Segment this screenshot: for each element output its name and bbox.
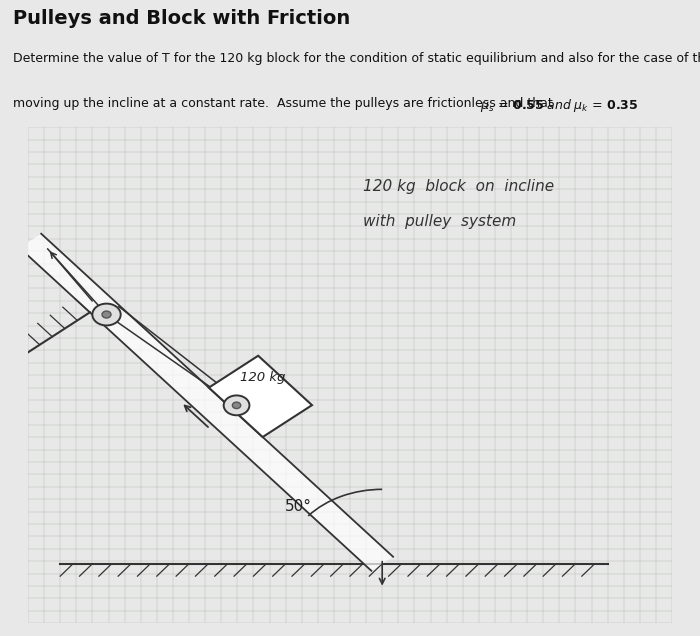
Circle shape (92, 303, 120, 326)
Circle shape (102, 311, 111, 318)
Text: with  pulley  system: with pulley system (363, 214, 516, 229)
Polygon shape (20, 233, 393, 570)
Text: Determine the value of T for the 120 kg block for the condition of static equili: Determine the value of T for the 120 kg … (13, 52, 700, 64)
Text: 120 kg: 120 kg (239, 371, 285, 384)
Text: Pulleys and Block with Friction: Pulleys and Block with Friction (13, 9, 350, 28)
Text: $\mu_s$$\,=\,$$\bf{0.55}$$\; \it{and} \;$$\mu_k$$\,=\,$$\bf{0.35}$: $\mu_s$$\,=\,$$\bf{0.55}$$\; \it{and} \;… (480, 97, 638, 114)
Text: 120 kg  block  on  incline: 120 kg block on incline (363, 179, 554, 194)
Circle shape (232, 402, 241, 408)
Circle shape (224, 396, 249, 415)
Text: moving up the incline at a constant rate.  Assume the pulleys are frictionless a: moving up the incline at a constant rate… (13, 97, 556, 110)
Text: 50°: 50° (285, 499, 312, 514)
Polygon shape (209, 356, 312, 437)
